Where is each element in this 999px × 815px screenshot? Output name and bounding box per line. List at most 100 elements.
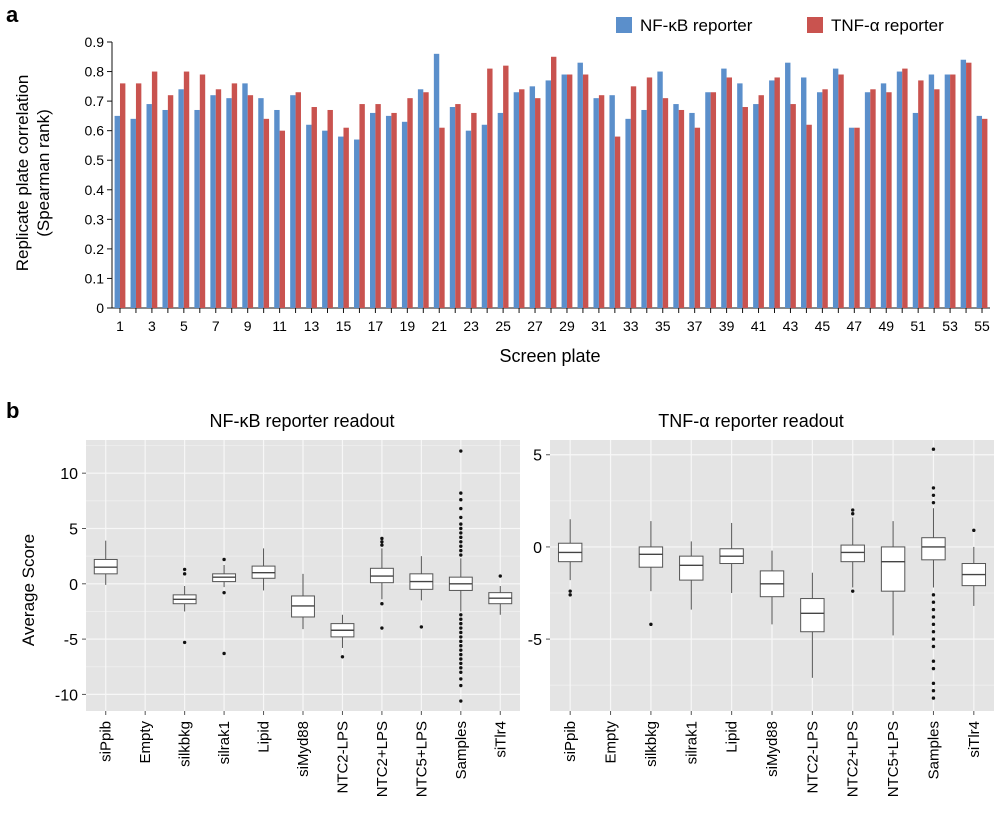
bar-tnf-plate-40 [742,107,748,309]
box-ntc2-lps-outlier [380,543,384,547]
box-samples-outlier [459,630,463,635]
y-tick-label: 0.8 [85,64,105,80]
y-tick-label: -5 [528,632,542,649]
box-ntc2-lps-outlier [380,536,384,541]
bar-tnf-plate-53 [950,74,956,308]
y-tick-label: 0.5 [85,152,105,168]
box-sitlr4-outlier [498,574,502,578]
legend-swatch-nfkb [616,17,632,33]
box-samples-outlier [931,493,936,498]
y-tick-label: 0.4 [85,182,105,198]
box-samples-outlier [931,666,936,671]
box-samples-outlier [931,486,936,490]
bar-tnf-plate-3 [151,71,158,308]
bar-nfkb-plate-38 [705,92,711,308]
bar-tnf-plate-26 [519,89,525,309]
bar-tnf-plate-47 [854,127,860,308]
bar-tnf-plate-12 [295,92,301,308]
bar-tnf-plate-24 [487,68,493,308]
bar-nfkb-plate-37 [689,112,695,308]
x-tick-label: 45 [815,318,831,334]
box-samples-outlier [459,699,463,703]
box-samples-outlier [459,526,463,531]
box-samples-outlier [459,677,463,681]
x-tick-label: NTC2+LPS [374,721,391,797]
legend-swatch-tnf [807,17,823,33]
bar-tnf-plate-51 [918,80,924,308]
x-tick-label: 41 [751,318,767,334]
x-tick-label: silrak1 [216,721,233,764]
box-samples-outlier [459,626,463,630]
box-samples-outlier [459,639,463,644]
bar-nfkb-plate-2 [130,118,136,308]
box-silkbkg-outlier [182,567,187,572]
x-tick-label: 55 [974,318,990,334]
box-sippib-outlier [568,593,572,597]
legend-label-nfkb: NF-κB reporter [640,16,753,35]
bar-tnf-plate-28 [551,56,557,309]
panel-a-ylabel-line2: (Spearman rank) [34,109,53,237]
panel-b-letter: b [6,398,19,423]
box-samples-outlier [459,491,463,495]
x-tick-label: silrak1 [683,721,700,764]
box-samples-outlier [459,544,463,548]
x-tick-label: siTlr4 [492,721,509,758]
x-tick-label: 3 [148,318,156,334]
box-samples [921,537,946,561]
bar-nfkb-plate-39 [721,68,727,308]
bar-nfkb-plate-49 [880,83,887,308]
box-ntc2-lps [800,598,825,633]
bar-nfkb-plate-8 [226,98,232,309]
box-samples-outlier [459,553,463,557]
box-samples-outlier [459,657,463,661]
y-tick-label: 0 [69,577,78,594]
box-ntc2-lps-outlier [851,589,855,593]
box-samples-outlier [459,644,463,648]
box-silkbkg [638,546,664,568]
box-silrak1-outlier [222,651,226,656]
bar-tnf-plate-54 [966,62,972,308]
box-silrak1-outlier [222,557,226,562]
box-sitlr4-outlier [972,528,976,533]
bar-nfkb-plate-29 [561,74,567,308]
bar-tnf-plate-27 [535,98,541,309]
box-samples-outlier [459,635,463,639]
y-tick-label: 0.3 [85,211,105,227]
bar-tnf-plate-1 [119,83,126,308]
bar-nfkb-plate-25 [497,112,504,308]
box-silkbkg-outlier [182,640,187,645]
bar-nfkb-plate-21 [433,53,440,309]
bar-nfkb-plate-16 [354,139,360,308]
x-tick-label: 11 [272,318,287,334]
x-tick-label: 9 [244,318,252,334]
bar-tnf-plate-49 [886,92,892,308]
box-samples-outlier [931,447,936,451]
bar-tnf-plate-10 [263,118,270,308]
bar-tnf-plate-8 [231,83,238,308]
x-tick-label: 29 [559,318,575,334]
bar-tnf-plate-16 [359,104,365,308]
bar-nfkb-plate-15 [338,136,344,308]
bar-tnf-plate-33 [630,86,637,308]
box-plot-tnf: 5 0 -5 siPpib Empty silkbkg silrak1 Lipid siMyd8… [528,440,994,797]
x-tick-label: Lipid [724,721,741,753]
x-tick-label: Empty [137,721,154,764]
bar-nfkb-plate-3 [146,104,152,308]
bar-nfkb-plate-27 [529,86,536,308]
bar-nfkb-plate-30 [577,62,583,308]
x-tick-label: 39 [719,318,735,334]
box-samples-outlier [459,613,463,617]
bar-nfkb-plate-22 [449,107,456,309]
x-tick-label: 27 [527,318,543,334]
x-tick-label: 53 [942,318,958,334]
x-tick-label: 15 [336,318,352,334]
box-samples-outlier [459,498,463,502]
x-tick-label: siMyd88 [295,721,312,777]
bar-tnf-plate-36 [678,109,685,308]
bar-tnf-plate-48 [870,89,876,309]
bar-nfkb-plate-12 [290,95,296,308]
bar-nfkb-plate-18 [385,115,392,308]
y-tick-label: -5 [64,632,78,649]
y-tick-label: 5 [533,448,542,465]
x-tick-label: Lipid [256,721,273,753]
